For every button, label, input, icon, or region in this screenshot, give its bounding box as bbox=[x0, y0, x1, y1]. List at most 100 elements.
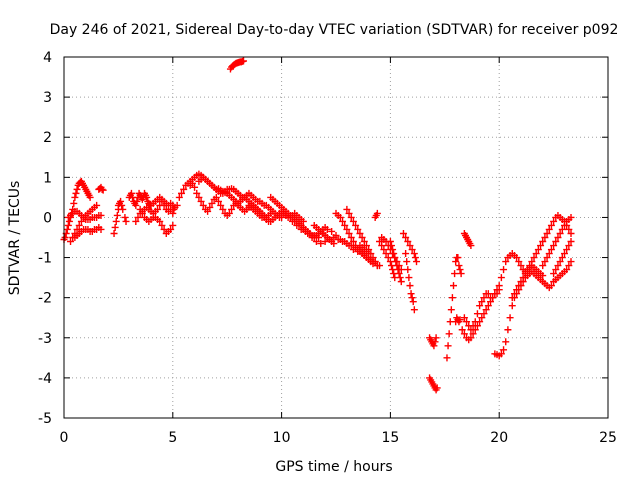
data-point bbox=[330, 240, 338, 248]
data-point bbox=[560, 250, 568, 258]
data-point bbox=[554, 262, 562, 270]
data-point bbox=[567, 238, 575, 246]
data-point bbox=[545, 225, 553, 233]
data-point bbox=[345, 209, 353, 217]
data-point bbox=[500, 266, 508, 274]
data-point bbox=[521, 270, 529, 278]
data-point bbox=[406, 242, 414, 250]
data-point bbox=[384, 254, 392, 262]
data-point bbox=[321, 238, 329, 246]
data-point bbox=[167, 225, 175, 233]
data-point bbox=[408, 294, 416, 302]
data-point bbox=[369, 254, 377, 262]
data-point bbox=[328, 227, 336, 235]
data-point bbox=[73, 225, 81, 233]
data-point bbox=[119, 205, 127, 213]
data-point bbox=[454, 254, 462, 262]
data-point bbox=[410, 306, 418, 314]
data-point bbox=[178, 189, 186, 197]
y-tick-label: 2 bbox=[43, 130, 52, 146]
data-point bbox=[567, 229, 575, 237]
data-point bbox=[376, 238, 384, 246]
data-point bbox=[225, 209, 233, 217]
data-point bbox=[450, 282, 458, 290]
data-point bbox=[409, 298, 417, 306]
data-point bbox=[405, 274, 413, 282]
data-point bbox=[362, 242, 370, 250]
data-point bbox=[402, 250, 410, 258]
data-point bbox=[343, 205, 351, 213]
data-point bbox=[404, 266, 412, 274]
data-point bbox=[539, 262, 547, 270]
data-point bbox=[86, 193, 94, 201]
data-point bbox=[515, 258, 523, 266]
data-point bbox=[541, 234, 549, 241]
x-tick-label: 10 bbox=[273, 430, 291, 446]
data-point bbox=[560, 221, 568, 229]
data-point bbox=[143, 193, 151, 201]
data-point bbox=[447, 306, 455, 314]
data-point bbox=[547, 221, 555, 229]
data-point bbox=[199, 201, 207, 209]
data-point bbox=[508, 294, 516, 302]
data-point bbox=[480, 310, 488, 318]
data-point bbox=[513, 286, 521, 294]
data-point bbox=[458, 326, 466, 334]
data-point bbox=[563, 266, 571, 274]
data-point bbox=[97, 225, 105, 233]
data-point bbox=[460, 314, 468, 322]
data-point bbox=[339, 217, 347, 225]
data-point bbox=[395, 270, 403, 278]
data-point bbox=[489, 294, 497, 302]
data-point bbox=[112, 217, 120, 225]
data-point bbox=[360, 238, 368, 246]
data-point bbox=[497, 350, 505, 358]
data-point bbox=[406, 282, 414, 290]
data-point bbox=[118, 201, 126, 209]
data-point bbox=[456, 316, 464, 324]
data-point bbox=[563, 246, 571, 254]
y-tick-label: -4 bbox=[38, 371, 52, 387]
data-point bbox=[169, 209, 177, 217]
data-point bbox=[567, 213, 575, 221]
data-point bbox=[431, 338, 439, 346]
data-point bbox=[191, 183, 199, 191]
data-point bbox=[345, 242, 353, 250]
data-point bbox=[539, 238, 547, 246]
y-axis-label: SDTVAR / TECUs bbox=[7, 181, 23, 296]
data-point bbox=[539, 272, 547, 280]
data-point bbox=[93, 201, 101, 209]
data-point bbox=[138, 209, 146, 217]
data-point bbox=[208, 199, 216, 207]
data-point bbox=[380, 246, 388, 254]
data-point bbox=[382, 250, 390, 258]
data-point bbox=[497, 274, 505, 282]
data-point bbox=[154, 205, 162, 213]
data-point bbox=[332, 231, 340, 239]
data-point bbox=[397, 278, 405, 286]
data-point bbox=[443, 354, 451, 362]
data-point bbox=[121, 213, 129, 221]
data-point bbox=[297, 225, 305, 233]
data-point bbox=[98, 185, 106, 193]
data-point bbox=[317, 240, 325, 248]
data-point bbox=[445, 330, 453, 338]
data-point bbox=[506, 314, 514, 322]
data-point bbox=[127, 189, 135, 197]
data-point bbox=[214, 197, 222, 205]
data-point bbox=[504, 326, 512, 334]
data-point bbox=[467, 242, 475, 250]
data-point bbox=[228, 205, 236, 213]
data-point bbox=[404, 238, 412, 246]
data-point bbox=[565, 225, 573, 233]
data-point bbox=[410, 250, 418, 258]
y-tick-label: -2 bbox=[38, 291, 52, 307]
data-point bbox=[469, 330, 477, 338]
x-axis-label: GPS time / hours bbox=[275, 459, 392, 475]
data-point bbox=[480, 294, 488, 302]
data-point bbox=[378, 242, 386, 250]
data-point bbox=[132, 217, 140, 225]
data-point bbox=[455, 262, 463, 270]
data-point bbox=[543, 254, 551, 262]
data-point bbox=[460, 330, 468, 338]
